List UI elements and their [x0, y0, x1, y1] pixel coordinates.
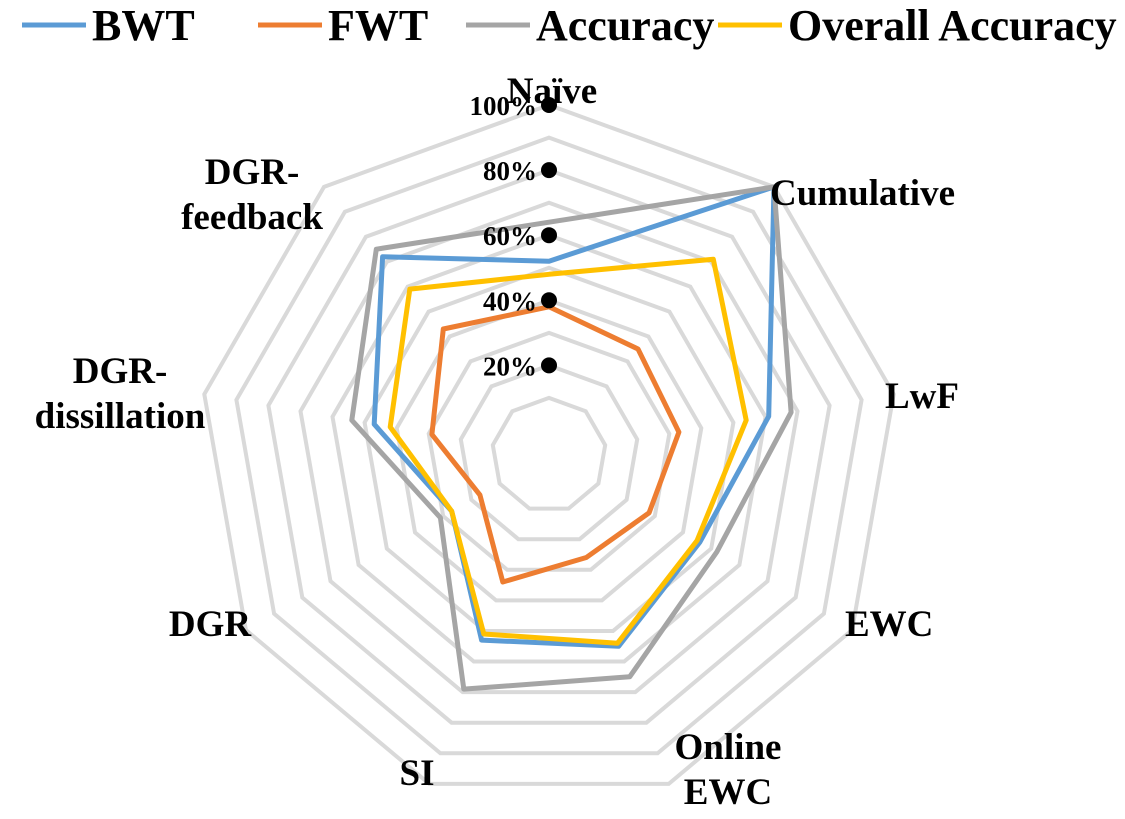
tick-label: 20% [483, 351, 537, 381]
category-label: SI [400, 753, 435, 794]
tick-marker [541, 357, 557, 374]
legend-label: Overall Accuracy [788, 1, 1117, 50]
tick-marker [541, 97, 557, 113]
category-label: dissillation [35, 396, 206, 437]
tick-label: 40% [483, 286, 537, 316]
legend-label: FWT [328, 1, 428, 50]
series-group [349, 184, 794, 692]
tick-label: 80% [483, 156, 537, 186]
tick-marker [541, 227, 557, 244]
grid-ring [266, 167, 832, 725]
category-label: DGR- [73, 351, 168, 392]
legend: BWT FWT Accuracy Overall Accuracy [22, 1, 1117, 50]
series-line-overall-accuracy [387, 256, 749, 646]
series-line-fwt [429, 304, 682, 585]
category-labels: NaïveCumulativeLwFEWCOnlineEWCSIDGRDGR-d… [35, 71, 959, 813]
legend-label: BWT [92, 1, 195, 50]
category-label: LwF [885, 376, 959, 417]
grid-ring [458, 363, 640, 542]
category-label: Naïve [507, 71, 597, 112]
category-label: DGR- [205, 152, 300, 193]
grid-ring [490, 395, 608, 511]
series-line-bwt [371, 184, 777, 649]
category-label: Cumulative [770, 173, 955, 214]
category-label: feedback [181, 197, 323, 238]
category-label: Online [675, 727, 782, 768]
legend-label: Accuracy [536, 1, 714, 50]
series-line-accuracy [349, 184, 794, 692]
grid-rings [202, 102, 896, 786]
grid-ring [234, 135, 864, 756]
tick-marker [541, 162, 557, 179]
category-label: EWC [845, 604, 933, 645]
grid-ring [298, 200, 800, 695]
tick-marker [541, 292, 557, 309]
grid-ring [362, 265, 736, 633]
tick-group: 20% 40% 60% 80% 100% [470, 91, 557, 381]
grid-ring [394, 298, 704, 603]
category-label: DGR [169, 604, 253, 645]
grid-ring [330, 233, 768, 664]
tick-label: 100% [470, 91, 538, 121]
grid-ring [202, 102, 896, 786]
category-label: EWC [684, 772, 772, 813]
tick-label: 60% [483, 221, 537, 251]
